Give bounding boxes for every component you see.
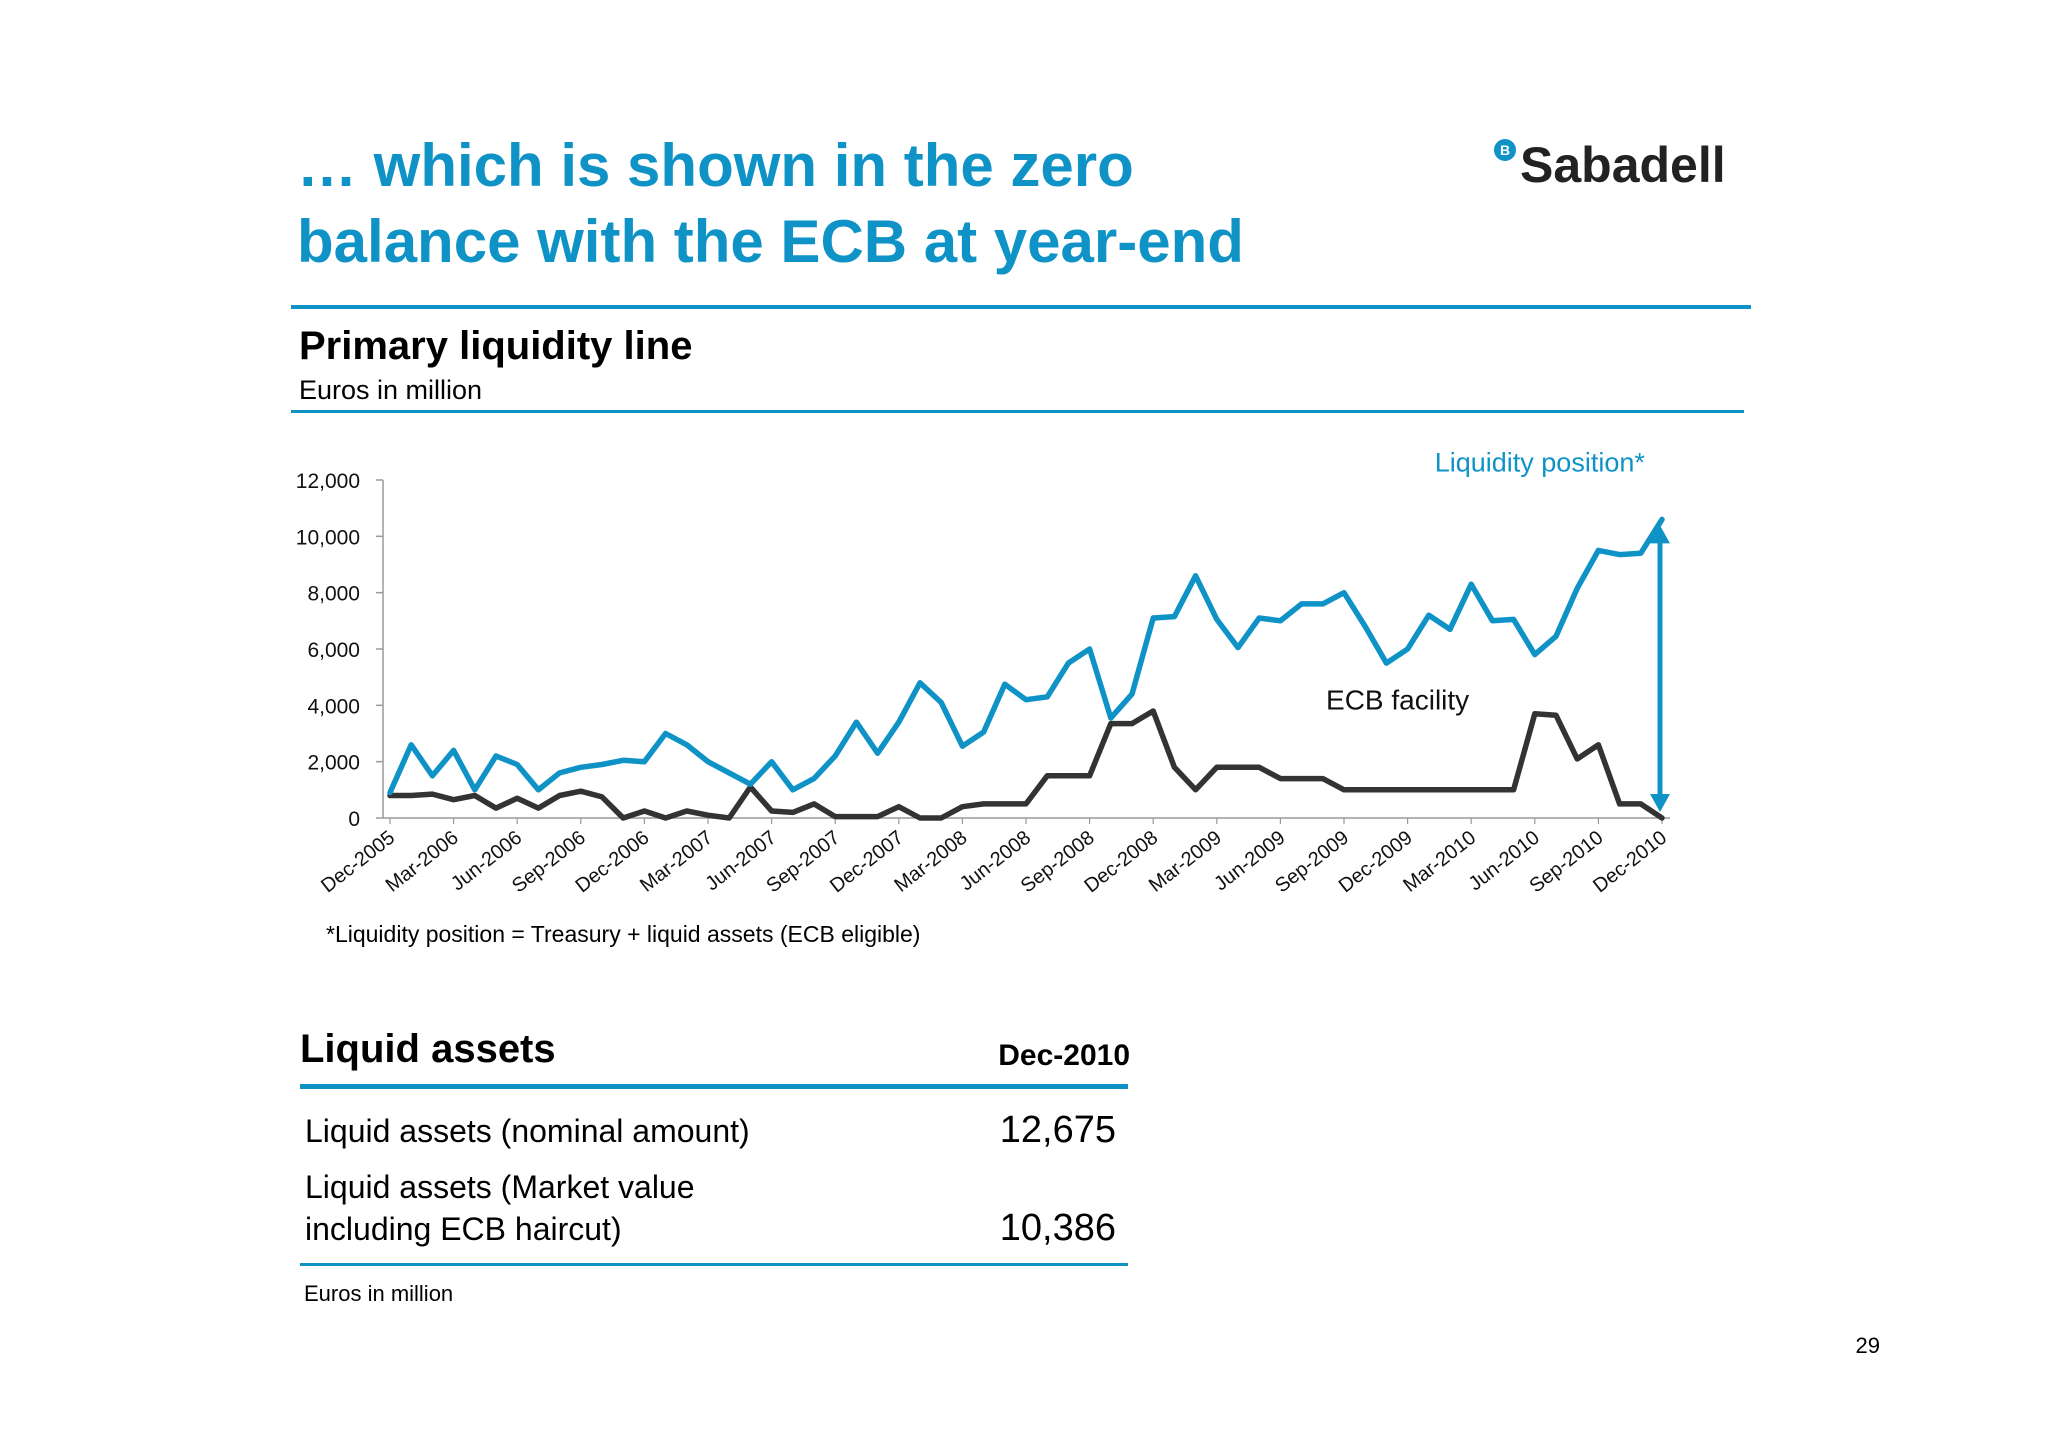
y-axis: 0 2,000 4,000 6,000 8,000 10,000 12,000: [296, 470, 384, 831]
chart-header-divider: [291, 410, 1744, 413]
x-tick-label: Mar-2007: [636, 827, 717, 897]
liquid-assets-row-label-line-2: including ECB haircut): [305, 1211, 622, 1247]
slide-title-line-1: … which is shown in the zero: [297, 132, 1134, 199]
liquidity-position-label: Liquidity position*: [1435, 448, 1646, 478]
arrow-head-down-icon: [1650, 794, 1670, 812]
liquid-assets-row-label: Liquid assets (nominal amount): [305, 1113, 750, 1149]
chart-footnote: *Liquidity position = Treasury + liquid …: [326, 921, 921, 947]
y-tick-label: 2,000: [307, 752, 360, 775]
y-tick-label: 4,000: [307, 695, 360, 718]
y-tick-label: 10,000: [296, 526, 360, 549]
liquid-assets-column-header: Dec-2010: [998, 1039, 1130, 1072]
series-line-liquidity-position: [387, 516, 1665, 796]
chart-section-title: Primary liquidity line: [299, 324, 693, 368]
logo-mark-icon: B: [1494, 139, 1516, 161]
series-line-ecb-facility: [387, 708, 1665, 821]
x-tick-label: Mar-2006: [382, 827, 463, 897]
x-tick-label: Mar-2008: [890, 827, 971, 897]
liquid-assets-units: Euros in million: [304, 1281, 454, 1306]
series-layer: [387, 516, 1665, 821]
arrow-head-up-icon: [1650, 525, 1670, 544]
slide-title-line-2: balance with the ECB at year-end: [297, 208, 1244, 275]
slide-title: … which is shown in the zero balance wit…: [297, 128, 1447, 280]
page-number: 29: [1855, 1333, 1880, 1358]
sabadell-logo: B Sabadell: [1490, 135, 1760, 195]
x-tick-label: Mar-2010: [1399, 827, 1480, 897]
liquid-assets-title: Liquid assets: [300, 1027, 556, 1071]
ecb-facility-label: ECB facility: [1326, 685, 1469, 716]
liquid-assets-bottom-divider: [300, 1263, 1128, 1266]
logo-wordmark: Sabadell: [1520, 137, 1726, 193]
liquid-assets-row-label-line-1: Liquid assets (Market value: [305, 1169, 695, 1205]
x-tick-label: Mar-2009: [1145, 827, 1226, 897]
liquidity-line-chart: 0 2,000 4,000 6,000 8,000 10,000 12,000 Dec-20…: [296, 448, 1671, 898]
y-tick-label: 8,000: [307, 583, 360, 606]
liquid-assets-row-value: 10,386: [999, 1207, 1116, 1249]
x-axis: Dec-2005Mar-2006Jun-2006Sep-2006Dec-2006…: [317, 817, 1671, 897]
liquid-assets-row-value: 12,675: [999, 1109, 1116, 1151]
y-tick-label: 6,000: [307, 639, 360, 662]
chart-units: Euros in million: [299, 375, 483, 405]
liquid-assets-row-label: Liquid assets (Market value including EC…: [305, 1166, 865, 1250]
y-tick-label: 12,000: [296, 470, 360, 493]
liquid-assets-header-divider: [300, 1084, 1128, 1089]
annotation-layer: ECB facility Liquidity position*: [1326, 448, 1670, 812]
title-divider: [291, 305, 1751, 309]
y-tick-label: 0: [348, 808, 360, 831]
